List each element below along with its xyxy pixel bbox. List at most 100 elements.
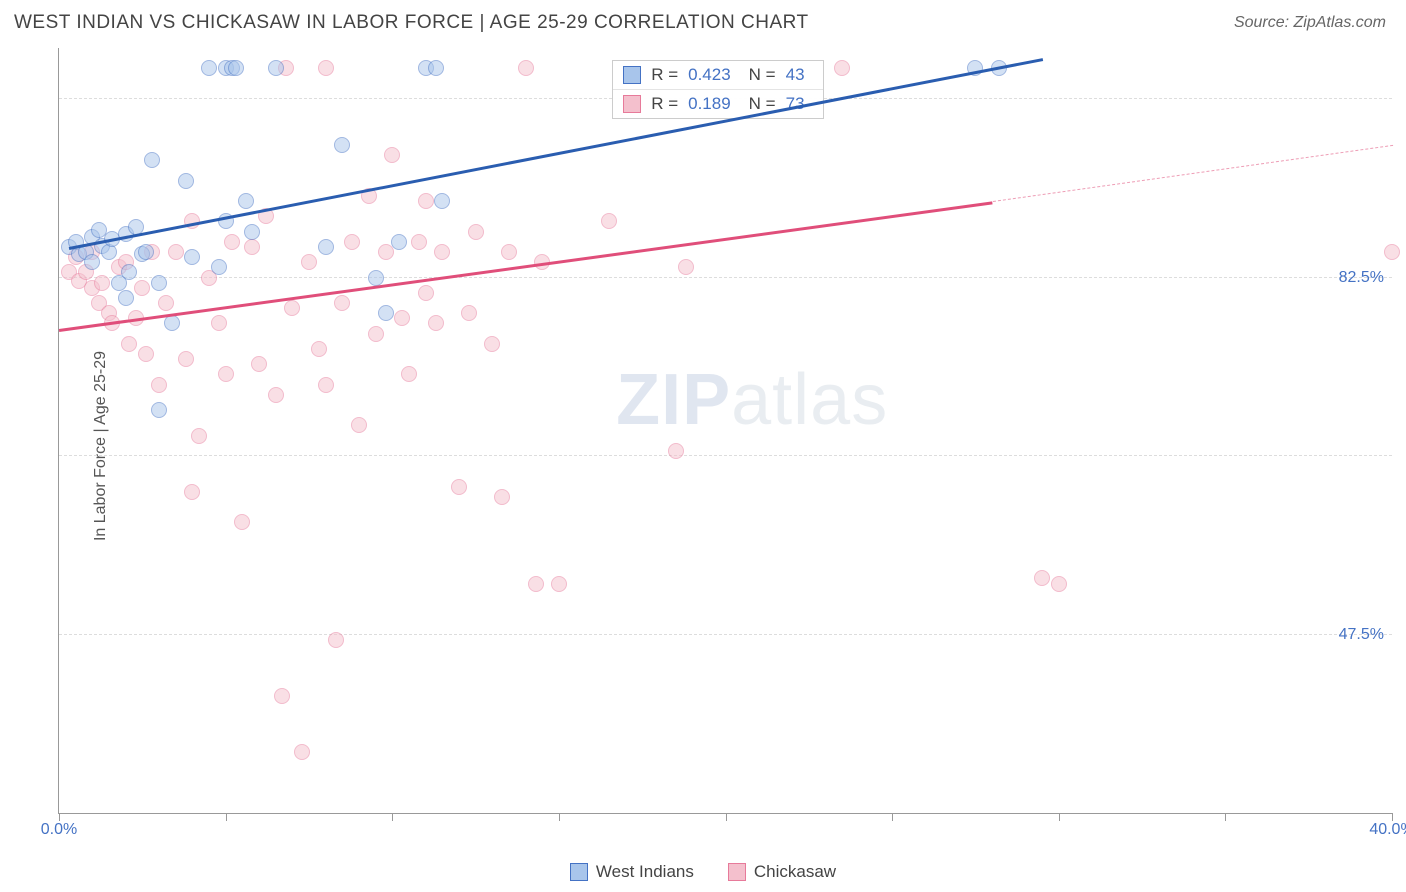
x-tick xyxy=(1225,813,1226,821)
data-point xyxy=(1384,244,1400,260)
data-point xyxy=(418,193,434,209)
data-point xyxy=(144,152,160,168)
source-credit: Source: ZipAtlas.com xyxy=(1234,14,1386,32)
x-tick xyxy=(559,813,560,821)
chart-container: In Labor Force | Age 25-29 ZIPatlas 47.5… xyxy=(14,48,1392,844)
data-point xyxy=(1051,576,1067,592)
stats-swatch xyxy=(623,95,641,113)
data-point xyxy=(418,285,434,301)
legend-item-west-indians: West Indians xyxy=(570,862,694,882)
legend-label: West Indians xyxy=(596,862,694,882)
data-point xyxy=(351,417,367,433)
data-point xyxy=(118,290,134,306)
legend-item-chickasaw: Chickasaw xyxy=(728,862,836,882)
data-point xyxy=(318,239,334,255)
gridline xyxy=(59,455,1392,456)
data-point xyxy=(224,234,240,250)
legend: West Indians Chickasaw xyxy=(0,862,1406,882)
data-point xyxy=(251,356,267,372)
data-point xyxy=(121,264,137,280)
data-point xyxy=(184,249,200,265)
data-point xyxy=(461,305,477,321)
data-point xyxy=(318,60,334,76)
correlation-stats-box: R =0.423N =43R =0.189N =73 xyxy=(612,60,823,119)
data-point xyxy=(211,315,227,331)
data-point xyxy=(468,224,484,240)
data-point xyxy=(328,632,344,648)
data-point xyxy=(368,326,384,342)
stat-r-label: R = xyxy=(651,65,678,85)
data-point xyxy=(401,366,417,382)
data-point xyxy=(501,244,517,260)
data-point xyxy=(134,280,150,296)
data-point xyxy=(268,387,284,403)
stats-swatch xyxy=(623,66,641,84)
data-point xyxy=(218,366,234,382)
stats-row: R = 0.423 N = 43 xyxy=(613,61,822,89)
data-point xyxy=(301,254,317,270)
data-point xyxy=(138,244,154,260)
x-tick xyxy=(226,813,227,821)
data-point xyxy=(368,270,384,286)
plot-area: ZIPatlas 47.5%82.5%0.0%40.0%R =0.423N =4… xyxy=(58,48,1392,814)
data-point xyxy=(394,310,410,326)
data-point xyxy=(284,300,300,316)
stat-r-value: 0.189 xyxy=(688,94,731,114)
x-tick xyxy=(1392,813,1393,821)
data-point xyxy=(178,173,194,189)
data-point xyxy=(84,254,100,270)
gridline xyxy=(59,634,1392,635)
data-point xyxy=(164,315,180,331)
data-point xyxy=(168,244,184,260)
data-point xyxy=(1034,570,1050,586)
data-point xyxy=(411,234,427,250)
data-point xyxy=(551,576,567,592)
data-point xyxy=(158,295,174,311)
y-tick-label: 47.5% xyxy=(1339,626,1384,644)
watermark: ZIPatlas xyxy=(616,359,888,441)
data-point xyxy=(378,244,394,260)
data-point xyxy=(334,295,350,311)
data-point xyxy=(334,137,350,153)
data-point xyxy=(201,60,217,76)
data-point xyxy=(434,244,450,260)
data-point xyxy=(428,60,444,76)
x-tick xyxy=(892,813,893,821)
data-point xyxy=(678,259,694,275)
data-point xyxy=(228,60,244,76)
data-point xyxy=(138,346,154,362)
data-point xyxy=(244,224,260,240)
trend-line xyxy=(69,58,1043,249)
data-point xyxy=(191,428,207,444)
x-tick xyxy=(726,813,727,821)
stat-r-value: 0.423 xyxy=(688,65,731,85)
x-tick xyxy=(59,813,60,821)
data-point xyxy=(601,213,617,229)
legend-swatch xyxy=(728,863,746,881)
stat-r-label: R = xyxy=(651,94,678,114)
data-point xyxy=(528,576,544,592)
data-point xyxy=(151,377,167,393)
legend-label: Chickasaw xyxy=(754,862,836,882)
data-point xyxy=(268,60,284,76)
data-point xyxy=(121,336,137,352)
chart-title: WEST INDIAN VS CHICKASAW IN LABOR FORCE … xyxy=(14,12,809,34)
data-point xyxy=(211,259,227,275)
stat-n-label: N = xyxy=(749,65,776,85)
data-point xyxy=(94,275,110,291)
data-point xyxy=(318,377,334,393)
legend-swatch xyxy=(570,863,588,881)
x-tick-label: 0.0% xyxy=(41,821,77,839)
stats-row: R =0.189N =73 xyxy=(613,89,822,118)
data-point xyxy=(178,351,194,367)
data-point xyxy=(378,305,394,321)
data-point xyxy=(834,60,850,76)
stat-n-value: 43 xyxy=(786,65,805,85)
data-point xyxy=(494,489,510,505)
data-point xyxy=(391,234,407,250)
data-point xyxy=(244,239,260,255)
data-point xyxy=(668,443,684,459)
data-point xyxy=(384,147,400,163)
data-point xyxy=(434,193,450,209)
gridline xyxy=(59,277,1392,278)
